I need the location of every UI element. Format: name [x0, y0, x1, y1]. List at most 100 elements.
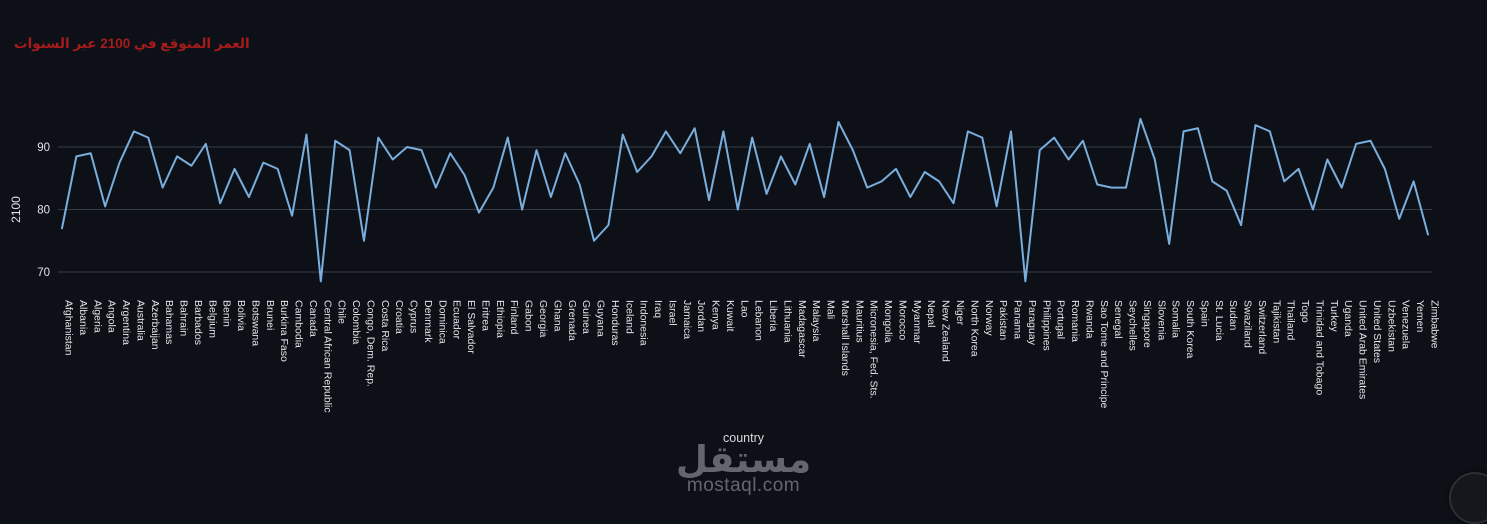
x-tick-label: Botswana	[249, 300, 261, 346]
x-axis-title: country	[723, 431, 764, 445]
x-tick-label: Senegal	[1112, 300, 1124, 339]
x-tick-label: Croatia	[393, 300, 405, 334]
x-tick-label: Lao	[738, 300, 750, 318]
x-tick-label: Iraq	[652, 300, 664, 318]
x-tick-label: Thailand	[1285, 300, 1297, 340]
x-tick-label: Guyana	[595, 300, 607, 337]
corner-badge[interactable]	[1449, 472, 1487, 524]
x-tick-label: United States	[1371, 300, 1383, 363]
x-tick-label: St. Lucia	[1213, 300, 1225, 341]
y-axis-title: 2100	[9, 196, 23, 223]
x-tick-label: Azerbaijan	[149, 300, 161, 350]
y-tick-label: 70	[37, 267, 50, 279]
x-tick-label: Canada	[307, 300, 319, 337]
x-tick-label: Togo	[1299, 300, 1311, 323]
x-tick-label: Turkey	[1328, 300, 1340, 332]
line-chart: 90 80 70 2100 Afghanistan Albania Algeria Angol…	[9, 117, 1441, 413]
x-tick-label: Central African Republic	[321, 300, 333, 413]
x-tick-label: Zimbabwe	[1429, 300, 1441, 349]
x-tick-label: Seychelles	[1127, 300, 1139, 351]
x-tick-label: Honduras	[609, 300, 621, 346]
x-tick-label: Micronesia, Fed. Sts.	[868, 300, 880, 399]
x-tick-label: Albania	[77, 300, 89, 335]
x-tick-label: Iceland	[623, 300, 635, 334]
x-tick-label: Trinidad and Tobago	[1313, 300, 1325, 395]
x-tick-label: Liberia	[767, 300, 779, 332]
x-tick-label: Denmark	[422, 300, 434, 343]
x-tick-label: Malaysia	[810, 300, 822, 342]
x-tick-label: Colombia	[350, 300, 362, 345]
x-tick-label: Uzbekistan	[1385, 300, 1397, 352]
x-tick-label: Jordan	[695, 300, 707, 332]
x-tick-label: Ghana	[551, 300, 563, 332]
y-tick-label: 90	[37, 142, 50, 154]
x-tick-label: South Korea	[1184, 300, 1196, 359]
x-tick-label: Madagascar	[796, 300, 808, 358]
x-tick-label: Philippines	[1040, 300, 1052, 351]
x-tick-label: El Salvador	[465, 300, 477, 354]
x-tick-label: Tajikistan	[1270, 300, 1282, 343]
x-tick-label: Burkina Faso	[278, 300, 290, 362]
x-tick-label: Cambodia	[293, 300, 305, 348]
x-tick-label: Belgium	[206, 300, 218, 338]
chart-title: العمر المتوقع في 2100 عبر السنوات	[14, 36, 250, 51]
x-tick-label: Sudan	[1227, 300, 1239, 331]
x-tick-label: Mauritius	[853, 300, 865, 343]
x-tick-label: Australia	[134, 300, 146, 341]
x-tick-label: North Korea	[968, 300, 980, 357]
x-tick-label: Sao Tome and Principe	[1098, 300, 1110, 409]
x-tick-label: Norway	[983, 300, 995, 336]
x-tick-label: Eritrea	[479, 300, 491, 331]
x-tick-label: Costa Rica	[379, 300, 391, 352]
x-tick-label: Israel	[666, 300, 678, 326]
x-tick-label: Angola	[106, 300, 118, 333]
x-tick-label: Indonesia	[638, 300, 650, 346]
x-tick-label: Slovenia	[1155, 300, 1167, 340]
x-tick-label: Afghanistan	[63, 300, 75, 356]
x-tick-label: Chile	[336, 300, 348, 324]
x-tick-label: Somalia	[1170, 300, 1182, 338]
x-tick-label: Romania	[1069, 300, 1081, 342]
x-tick-label: Lebanon	[753, 300, 765, 341]
x-tick-label: Marshall Islands	[839, 300, 851, 376]
x-tick-label: Singapore	[1141, 300, 1153, 348]
x-tick-label: Pakistan	[997, 300, 1009, 340]
x-tick-label: Argentina	[120, 300, 132, 345]
x-tick-label: Rwanda	[1083, 300, 1095, 339]
x-tick-label: Nepal	[925, 300, 937, 327]
x-tick-label: Bolivia	[235, 300, 247, 331]
x-tick-label: Grenada	[566, 300, 578, 341]
y-tick-label: 80	[37, 205, 50, 217]
x-tick-label: Barbados	[192, 300, 204, 345]
x-tick-label: Congo, Dem. Rep.	[364, 300, 376, 387]
x-tick-label: Benin	[221, 300, 233, 327]
x-tick-label: Brunei	[264, 300, 276, 330]
x-tick-label: Spain	[1198, 300, 1210, 327]
x-tick-label: Uganda	[1342, 300, 1354, 337]
series-line	[61, 117, 1429, 283]
x-tick-label: Mali	[825, 300, 837, 319]
x-tick-label: Jamaica	[681, 300, 693, 339]
x-tick-label: Guinea	[580, 300, 592, 334]
x-tick-label: Yemen	[1414, 300, 1426, 332]
x-tick-label: Panama	[1012, 300, 1024, 339]
x-tick-label: Portugal	[1055, 300, 1067, 339]
x-tick-label: Kenya	[710, 300, 722, 330]
x-tick-label: Georgia	[537, 300, 549, 338]
x-tick-label: Morocco	[896, 300, 908, 340]
x-tick-label: Finland	[508, 300, 520, 335]
x-tick-label: Mongolia	[882, 300, 894, 343]
x-tick-label: Ecuador	[451, 300, 463, 340]
x-tick-label: Kuwait	[724, 300, 736, 332]
x-tick-label: Lithuania	[781, 300, 793, 343]
x-tick-label: Swaziland	[1242, 300, 1254, 348]
x-tick-label: Venezuela	[1400, 300, 1412, 349]
x-tick-label: Algeria	[91, 300, 103, 333]
x-tick-label: Cyprus	[408, 300, 420, 333]
x-tick-label: Gabon	[523, 300, 535, 332]
x-tick-label: United Arab Emirates	[1357, 300, 1369, 399]
x-tick-label: Ethiopia	[494, 300, 506, 338]
x-tick-label: Niger	[954, 300, 966, 326]
x-tick-label: Bahamas	[163, 300, 175, 344]
x-tick-label: Switzerland	[1256, 300, 1268, 354]
